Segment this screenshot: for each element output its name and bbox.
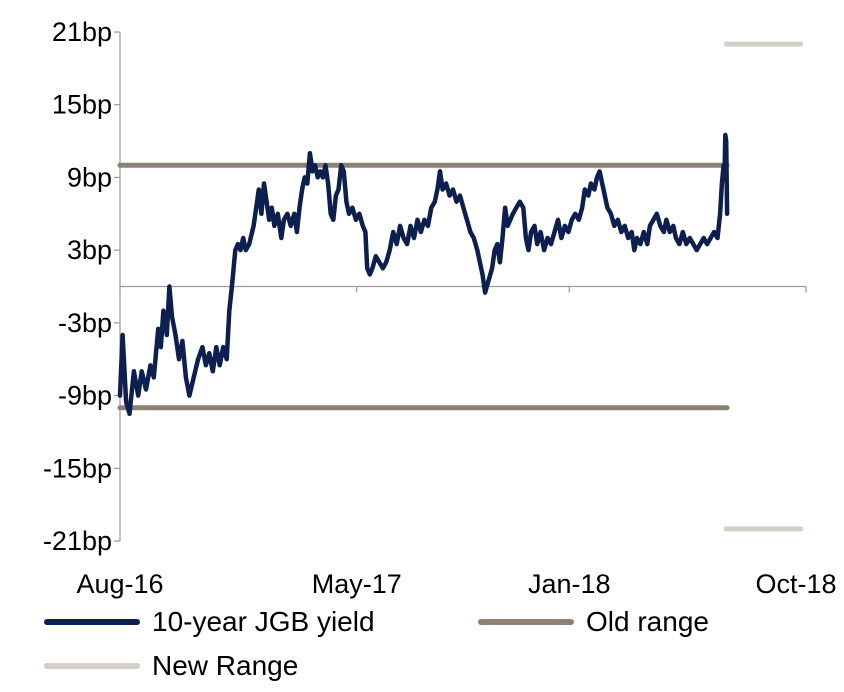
jgb-yield-line: [117, 132, 730, 417]
y-tick-label: 3bp: [67, 235, 112, 265]
x-tick-label: Aug-16: [76, 569, 163, 599]
y-tick-label: -9bp: [58, 381, 112, 411]
x-tick-labels: Aug-16 May-17 Jan-18 Oct-18: [76, 569, 836, 599]
y-tick-label: -15bp: [43, 453, 112, 483]
legend-item-jgb-yield: 10-year JGB yield: [44, 604, 375, 640]
legend-swatch-old-range: [478, 619, 574, 625]
legend-label-old-range: Old range: [586, 606, 709, 637]
legend-label-jgb-yield: 10-year JGB yield: [152, 606, 375, 637]
y-tick-label: -3bp: [58, 308, 112, 338]
y-tick-label: -21bp: [43, 526, 112, 556]
x-tick-label: Oct-18: [755, 569, 836, 599]
y-tick-labels: 21bp 15bp 9bp 3bp -3bp -9bp -15bp -21bp: [43, 17, 112, 556]
legend-swatch-jgb-yield: [44, 619, 140, 625]
legend-item-old-range: Old range: [478, 604, 709, 640]
y-tick-label: 15bp: [52, 90, 112, 120]
x-tick-label: Jan-18: [528, 569, 611, 599]
y-tick-label: 9bp: [67, 162, 112, 192]
legend-swatch-new-range: [44, 663, 140, 669]
y-tick-label: 21bp: [52, 17, 112, 47]
yield-series: [117, 132, 730, 417]
x-tick-label: May-17: [312, 569, 402, 599]
legend-item-new-range: New Range: [44, 648, 298, 684]
range-lines: [117, 41, 804, 532]
chart-axes: [114, 31, 807, 542]
legend-label-new-range: New Range: [152, 650, 299, 681]
